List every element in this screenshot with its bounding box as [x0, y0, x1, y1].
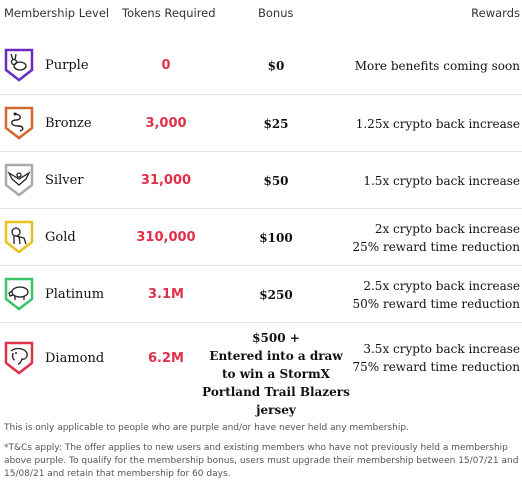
table-row-platinum: Platinum 3.1M $250 2.5x crypto back incr…	[0, 265, 522, 322]
header-bonus: Bonus	[258, 6, 294, 20]
table-row-silver: Silver 31,000 $50 1.5x crypto back incre…	[0, 151, 522, 208]
header-tokens-required: Tokens Required	[122, 6, 216, 20]
bonus-value: $250	[259, 288, 293, 302]
table-row-diamond: Diamond 6.2M $500 + Entered into a draw …	[0, 322, 522, 417]
reward-text: 2x crypto back increase 25% reward time r…	[352, 222, 520, 254]
tokens-required: 310,000	[136, 230, 196, 245]
bonus-value: $25	[263, 117, 289, 131]
level-name: Silver	[45, 173, 84, 188]
table-row-bronze: Bronze 3,000 $25 1.25x crypto back incre…	[0, 94, 522, 151]
eagle-icon	[4, 163, 34, 197]
table-row-gold: Gold 310,000 $100 2x crypto back increas…	[0, 208, 522, 265]
tokens-required: 0	[161, 58, 171, 73]
bonus-value: $100	[259, 231, 293, 245]
tokens-required: 3.1M	[148, 287, 184, 302]
header-rewards: Rewards	[471, 6, 520, 20]
tokens-required: 31,000	[140, 173, 192, 188]
reward-text: More benefits coming soon	[354, 59, 520, 73]
rabbit-icon	[4, 48, 34, 82]
level-name: Diamond	[45, 351, 105, 366]
snake-icon	[4, 106, 34, 140]
reward-text: 1.25x crypto back increase	[355, 117, 520, 131]
level-name: Gold	[45, 230, 76, 245]
level-name: Purple	[45, 58, 89, 73]
bonus-value: $500 + Entered into a draw to win a Stor…	[202, 331, 350, 417]
table-row-purple: Purple 0 $0 More benefits coming soon	[0, 36, 522, 94]
reward-text: 3.5x crypto back increase 75% reward time…	[352, 342, 520, 374]
level-name: Bronze	[45, 116, 92, 131]
terms-note: *T&Cs apply: The offer applies to new us…	[4, 443, 519, 479]
hippo-icon	[4, 277, 34, 311]
tokens-required: 6.2M	[148, 351, 184, 366]
reward-text: 2.5x crypto back increase 50% reward time…	[352, 279, 520, 311]
bonus-value: $0	[267, 59, 285, 73]
reward-text: 1.5x crypto back increase	[363, 174, 520, 188]
level-name: Platinum	[45, 287, 105, 302]
eligibility-note: This is only applicable to people who ar…	[4, 423, 409, 433]
lion-icon	[4, 220, 34, 254]
tokens-required: 3,000	[145, 116, 187, 131]
elephant-icon	[4, 341, 34, 375]
table-header: Membership Level Tokens Required Bonus R…	[0, 0, 522, 28]
header-membership-level: Membership Level	[4, 6, 110, 20]
bonus-value: $50	[263, 174, 289, 188]
